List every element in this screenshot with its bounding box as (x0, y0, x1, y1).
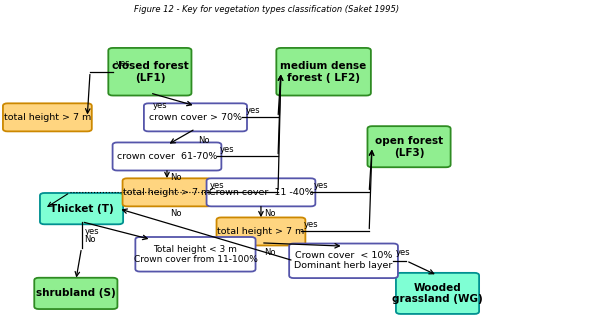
FancyBboxPatch shape (113, 142, 221, 170)
Text: shrubland (S): shrubland (S) (36, 289, 116, 298)
Text: yes: yes (116, 59, 130, 68)
Text: yes: yes (396, 248, 411, 257)
Text: Crown cover  < 10%
Dominant herb layer: Crown cover < 10% Dominant herb layer (294, 251, 393, 271)
Text: total height > 7 m: total height > 7 m (4, 113, 91, 122)
Text: Figure 12 - Key for vegetation types classification (Saket 1995): Figure 12 - Key for vegetation types cla… (134, 5, 399, 14)
Text: closed forest
(LF1): closed forest (LF1) (112, 61, 188, 82)
Text: crown cover  61-70%: crown cover 61-70% (117, 152, 217, 161)
Text: yes: yes (313, 181, 328, 190)
FancyBboxPatch shape (207, 178, 315, 206)
Text: No: No (264, 248, 275, 257)
FancyBboxPatch shape (396, 273, 479, 314)
Text: Wooded
grassland (WG): Wooded grassland (WG) (392, 283, 483, 304)
Text: No: No (84, 235, 96, 244)
FancyBboxPatch shape (144, 103, 247, 131)
Text: crown cover > 70%: crown cover > 70% (149, 113, 242, 122)
Text: yes: yes (84, 227, 99, 236)
FancyBboxPatch shape (122, 178, 211, 206)
FancyBboxPatch shape (40, 193, 123, 224)
Text: yes: yes (245, 106, 260, 115)
FancyBboxPatch shape (289, 244, 398, 278)
Text: yes: yes (304, 220, 318, 230)
FancyBboxPatch shape (217, 217, 306, 245)
FancyBboxPatch shape (108, 48, 192, 96)
Text: yes: yes (210, 181, 224, 190)
Text: No: No (170, 209, 181, 218)
Text: No: No (170, 173, 181, 182)
FancyBboxPatch shape (136, 237, 256, 272)
Text: medium dense
forest ( LF2): medium dense forest ( LF2) (281, 61, 367, 82)
Text: yes: yes (153, 101, 167, 111)
Text: No: No (198, 136, 210, 145)
FancyBboxPatch shape (3, 103, 92, 131)
Text: Total height < 3 m
Crown cover from 11-100%: Total height < 3 m Crown cover from 11-1… (134, 244, 257, 264)
Text: total height > 7 m: total height > 7 m (124, 188, 211, 197)
FancyBboxPatch shape (368, 126, 451, 167)
Text: Crown cover  11 -40%: Crown cover 11 -40% (208, 188, 313, 197)
Text: yes: yes (220, 145, 234, 155)
FancyBboxPatch shape (276, 48, 371, 96)
Text: No: No (264, 209, 275, 218)
Text: Thicket (T): Thicket (T) (50, 204, 113, 214)
Text: total height > 7 m: total height > 7 m (217, 227, 304, 236)
FancyBboxPatch shape (34, 278, 118, 309)
Text: open forest
(LF3): open forest (LF3) (375, 136, 443, 157)
